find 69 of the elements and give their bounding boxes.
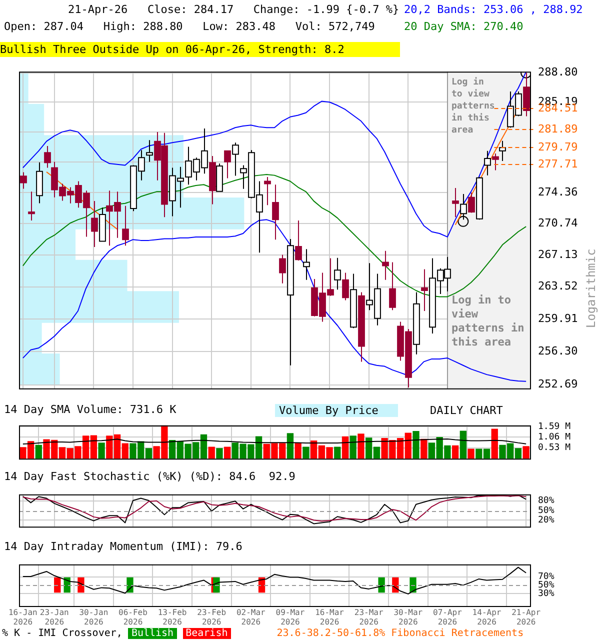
x-tick-label: 16-Mar 2026 [315, 608, 344, 626]
bar [420, 438, 428, 459]
y-tick-label: 259.91 [538, 312, 578, 325]
y-tick-label: 288.80 [538, 66, 578, 79]
y-axis-title: Logarithmic [584, 248, 598, 328]
bar [216, 448, 223, 459]
bar [208, 446, 215, 459]
x-tick-label: 21-Apr 2026 [512, 608, 541, 626]
y-tick-label: 274.36 [538, 185, 578, 198]
x-tick-label: 16-Jan 2026 [8, 608, 38, 626]
x-tick-label: 07-Apr 2026 [433, 608, 462, 626]
text: 14 Day SMA Volume: 731.6 K [4, 403, 176, 416]
bar [452, 445, 459, 459]
text: 20 Day SMA: 270.40 [404, 20, 524, 33]
x-tick-label: 14-Apr 2026 [472, 608, 502, 626]
bar [342, 436, 349, 459]
bar [468, 448, 474, 459]
text: Bullish Three Outside Up on 06-Apr-26, Strength: 8.2 [0, 42, 400, 57]
x-tick-label: 09-Mar 2026 [276, 608, 305, 626]
y-tick-label: 50% [538, 506, 555, 516]
bar [358, 434, 364, 459]
annotation: Log in to view patterns in this area [451, 76, 495, 136]
x-tick-label: 30-Jan 2026 [79, 608, 108, 626]
chart-title: 21-Apr-26 Close: 284.17 Change: -1.99 {-0.7 %} [68, 3, 400, 16]
ref-line-label: 279.79 [538, 140, 578, 154]
x-tick-label: 23-Feb 2026 [197, 608, 226, 626]
bar [412, 430, 420, 459]
ref-line-label: 281.89 [538, 122, 578, 136]
annotation: Log in to view patterns in this area [451, 293, 524, 348]
bar [98, 442, 105, 459]
y-tick-label: 263.52 [538, 280, 578, 293]
x-tick-label: 02-Mar 2026 [236, 608, 266, 626]
y-tick-label: 1.59 M [538, 422, 572, 432]
text: Bearish [182, 628, 231, 639]
ref-line-label: 277.71 [538, 157, 578, 170]
bar [294, 442, 302, 459]
x-tick-label: 23-Jan 2026 [40, 608, 70, 626]
x-tick-label: 30-Mar 2026 [394, 608, 423, 626]
y-tick-label: 80% [538, 496, 555, 506]
bar [224, 446, 231, 459]
bar [460, 430, 467, 459]
bar [286, 433, 294, 459]
legend-title: % K - IMI Crossover, [2, 628, 124, 639]
text: 23.6-38.2-50-61.8% Fibonacci Retracements [276, 628, 524, 639]
chart-title: 14 Day Fast Stochastic (%K) (%D): 84.6 92.9 [4, 470, 296, 483]
chart-title: 14 Day Intraday Momentum (IMI): 79.6 [4, 540, 242, 553]
y-tick-label: 0.53 M [538, 443, 572, 454]
bar [35, 444, 42, 459]
bar [522, 446, 530, 459]
y-tick-label: 256.30 [538, 344, 578, 358]
y-tick-label: 1.06 M [538, 432, 572, 442]
bar [302, 446, 310, 459]
y-tick-label: 20% [538, 516, 555, 526]
y-tick-label: 252.69 [538, 378, 578, 391]
x-tick-label: 06-Feb 2026 [118, 608, 148, 626]
text: Bullish [128, 628, 177, 639]
text: Volume By Price [275, 404, 398, 417]
text: DAILY CHART [430, 404, 503, 417]
y-tick-label: 267.13 [538, 248, 578, 261]
y-tick-label: 270.74 [538, 216, 578, 230]
x-tick-label: 23-Mar 2026 [354, 608, 384, 626]
x-tick-label: 13-Feb 2026 [158, 608, 187, 626]
bar [334, 446, 341, 459]
y-tick-label: 70% [538, 572, 555, 582]
text: 20,2 Bands: 253.06 , 288.92 [404, 3, 583, 16]
bar [350, 436, 356, 459]
chart-subtitle: Open: 287.04 High: 288.80 Low: 283.48 Vol: 572,749 [4, 20, 375, 33]
bar [491, 428, 498, 459]
y-tick-label: 30% [538, 588, 555, 599]
